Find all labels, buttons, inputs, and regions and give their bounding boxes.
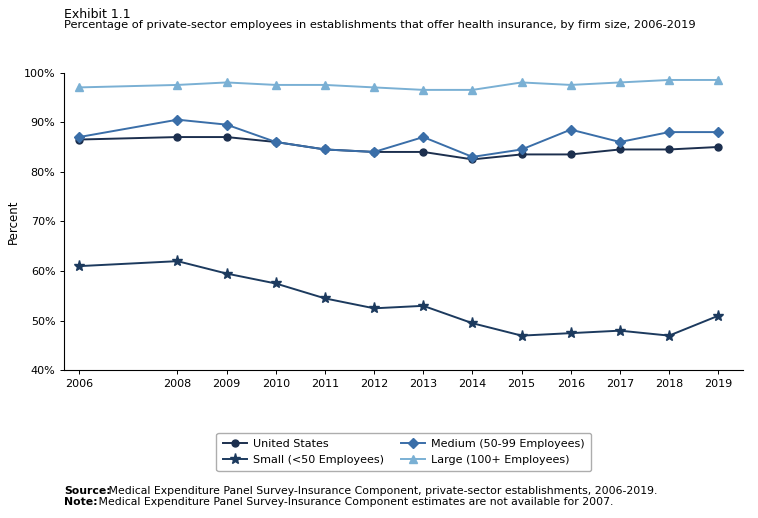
Legend: United States, Small (<50 Employees), Medium (50-99 Employees), Large (100+ Empl: United States, Small (<50 Employees), Me… xyxy=(216,433,591,471)
Text: Medical Expenditure Panel Survey-Insurance Component estimates are not available: Medical Expenditure Panel Survey-Insuran… xyxy=(95,497,613,507)
Text: Percentage of private-sector employees in establishments that offer health insur: Percentage of private-sector employees i… xyxy=(64,20,696,30)
Text: Medical Expenditure Panel Survey-Insurance Component, private-sector establishme: Medical Expenditure Panel Survey-Insuran… xyxy=(105,486,658,496)
Y-axis label: Percent: Percent xyxy=(7,199,20,243)
Text: Source:: Source: xyxy=(64,486,111,496)
Text: Exhibit 1.1: Exhibit 1.1 xyxy=(64,8,131,21)
Text: Note:: Note: xyxy=(64,497,98,507)
